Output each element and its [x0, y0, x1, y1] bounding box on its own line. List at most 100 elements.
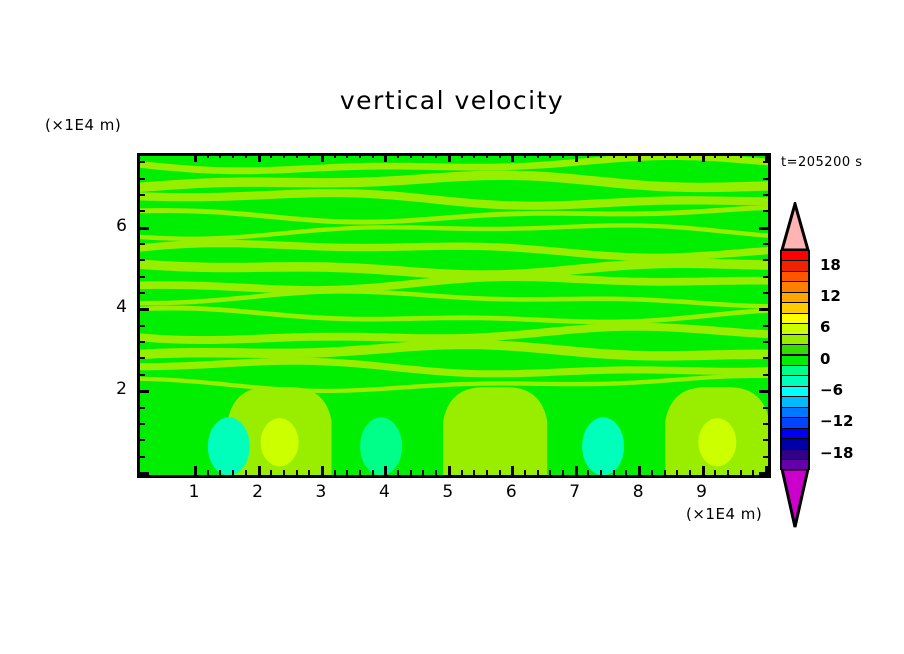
y-minor-tick-right	[763, 275, 768, 278]
x-minor-tick	[473, 470, 476, 475]
y-minor-tick	[140, 455, 145, 458]
x-major-tick-top	[638, 153, 642, 162]
y-minor-tick-right	[763, 455, 768, 458]
vertical-velocity-field	[140, 156, 768, 475]
y-major-tick-right	[759, 308, 768, 312]
plot-area	[137, 153, 771, 478]
x-minor-tick-top	[726, 153, 729, 158]
x-minor-tick	[625, 470, 628, 475]
x-minor-tick	[206, 470, 209, 475]
x-axis-unit-label: (×1E4 m)	[686, 505, 763, 523]
x-minor-tick-top	[270, 153, 273, 158]
x-minor-tick-top	[625, 153, 628, 158]
x-tick-label: 8	[632, 482, 644, 502]
y-minor-tick	[140, 406, 145, 409]
x-minor-tick-top	[714, 153, 717, 158]
x-tick-label: 2	[252, 482, 263, 502]
x-minor-tick-top	[371, 153, 374, 158]
x-minor-tick	[359, 470, 362, 475]
x-minor-tick	[549, 470, 552, 475]
x-major-tick-top	[194, 153, 198, 162]
x-minor-tick	[409, 470, 412, 475]
x-minor-tick	[346, 470, 349, 475]
colorbar-tick-label: 0	[820, 349, 831, 368]
colorbar-tick-label: 12	[820, 287, 841, 306]
x-minor-tick-top	[523, 153, 526, 158]
y-minor-tick-right	[763, 422, 768, 425]
x-minor-tick	[663, 470, 666, 475]
x-minor-tick-top	[562, 153, 564, 158]
x-minor-tick	[612, 470, 615, 475]
page-title: vertical velocity	[339, 86, 565, 115]
x-minor-tick	[739, 470, 742, 475]
y-major-tick	[140, 472, 149, 475]
y-minor-tick	[140, 210, 145, 213]
y-minor-tick-right	[763, 259, 768, 262]
y-minor-tick-right	[763, 161, 768, 164]
y-minor-tick	[140, 341, 145, 344]
y-minor-tick-right	[763, 292, 768, 295]
x-tick-label: 4	[378, 482, 390, 502]
y-minor-tick-right	[763, 357, 768, 360]
x-minor-tick-top	[587, 153, 590, 158]
y-major-tick-right	[759, 390, 768, 394]
y-minor-tick-right	[763, 341, 768, 344]
x-minor-tick-top	[359, 153, 362, 158]
y-minor-tick	[140, 161, 145, 164]
colorbar-tick-label: 18	[820, 255, 841, 274]
x-major-tick	[701, 466, 705, 475]
x-minor-tick	[650, 470, 653, 475]
x-major-tick	[320, 466, 324, 475]
x-minor-tick	[371, 470, 374, 475]
x-minor-tick	[295, 470, 298, 475]
x-minor-tick	[485, 470, 488, 475]
x-minor-tick	[308, 470, 311, 475]
x-minor-tick	[752, 470, 755, 475]
x-major-tick-top	[511, 153, 515, 162]
x-minor-tick-top	[435, 153, 438, 158]
x-major-tick-top	[447, 153, 451, 162]
x-major-tick	[765, 466, 768, 475]
x-tick-label: 6	[505, 482, 517, 502]
y-minor-tick	[140, 177, 145, 180]
x-minor-tick-top	[409, 153, 412, 158]
y-minor-tick	[140, 275, 145, 278]
x-major-tick	[638, 466, 642, 475]
x-major-tick	[511, 466, 515, 475]
x-minor-tick	[688, 470, 691, 475]
x-tick-label: 5	[442, 482, 454, 502]
x-minor-tick	[244, 470, 247, 475]
colorbar-tick-label: −18	[820, 443, 854, 462]
x-tick-label: 3	[315, 482, 327, 502]
x-minor-tick-top	[308, 153, 311, 158]
x-minor-tick	[232, 470, 235, 475]
x-major-tick	[574, 466, 578, 475]
y-major-tick-right	[759, 472, 768, 475]
x-minor-tick-top	[206, 153, 209, 158]
y-minor-tick	[140, 373, 145, 376]
y-minor-tick	[140, 259, 145, 262]
x-minor-tick-top	[232, 153, 235, 158]
x-minor-tick-top	[244, 153, 247, 158]
y-major-tick	[140, 390, 149, 394]
x-minor-tick-top	[549, 153, 552, 158]
x-major-tick-top	[320, 153, 324, 162]
x-minor-tick	[523, 470, 526, 475]
colorbar-tick-label: −12	[820, 412, 854, 431]
x-minor-tick	[282, 470, 285, 475]
x-minor-tick-top	[473, 153, 476, 158]
x-minor-tick-top	[650, 153, 653, 158]
x-minor-tick-top	[688, 153, 691, 158]
x-major-tick-top	[574, 153, 578, 162]
x-major-tick	[384, 466, 388, 475]
x-minor-tick-top	[676, 153, 679, 158]
x-minor-tick-top	[282, 153, 285, 158]
x-major-tick	[194, 466, 198, 475]
y-minor-tick	[140, 242, 145, 245]
y-tick-label: 4	[116, 297, 127, 318]
colorbar-under-arrow	[780, 469, 810, 528]
y-minor-tick	[140, 324, 145, 327]
y-major-tick-right	[759, 226, 768, 230]
x-major-tick	[257, 466, 261, 475]
